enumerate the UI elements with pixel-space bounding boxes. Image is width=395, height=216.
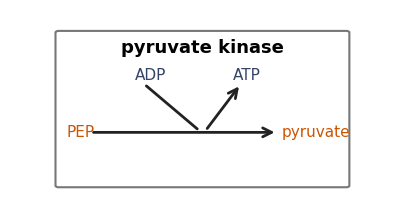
Text: pyruvate: pyruvate xyxy=(282,125,351,140)
Text: ATP: ATP xyxy=(233,68,261,83)
Text: ADP: ADP xyxy=(135,68,166,83)
Text: pyruvate kinase: pyruvate kinase xyxy=(121,38,284,57)
FancyBboxPatch shape xyxy=(55,31,350,187)
Text: PEP: PEP xyxy=(66,125,94,140)
